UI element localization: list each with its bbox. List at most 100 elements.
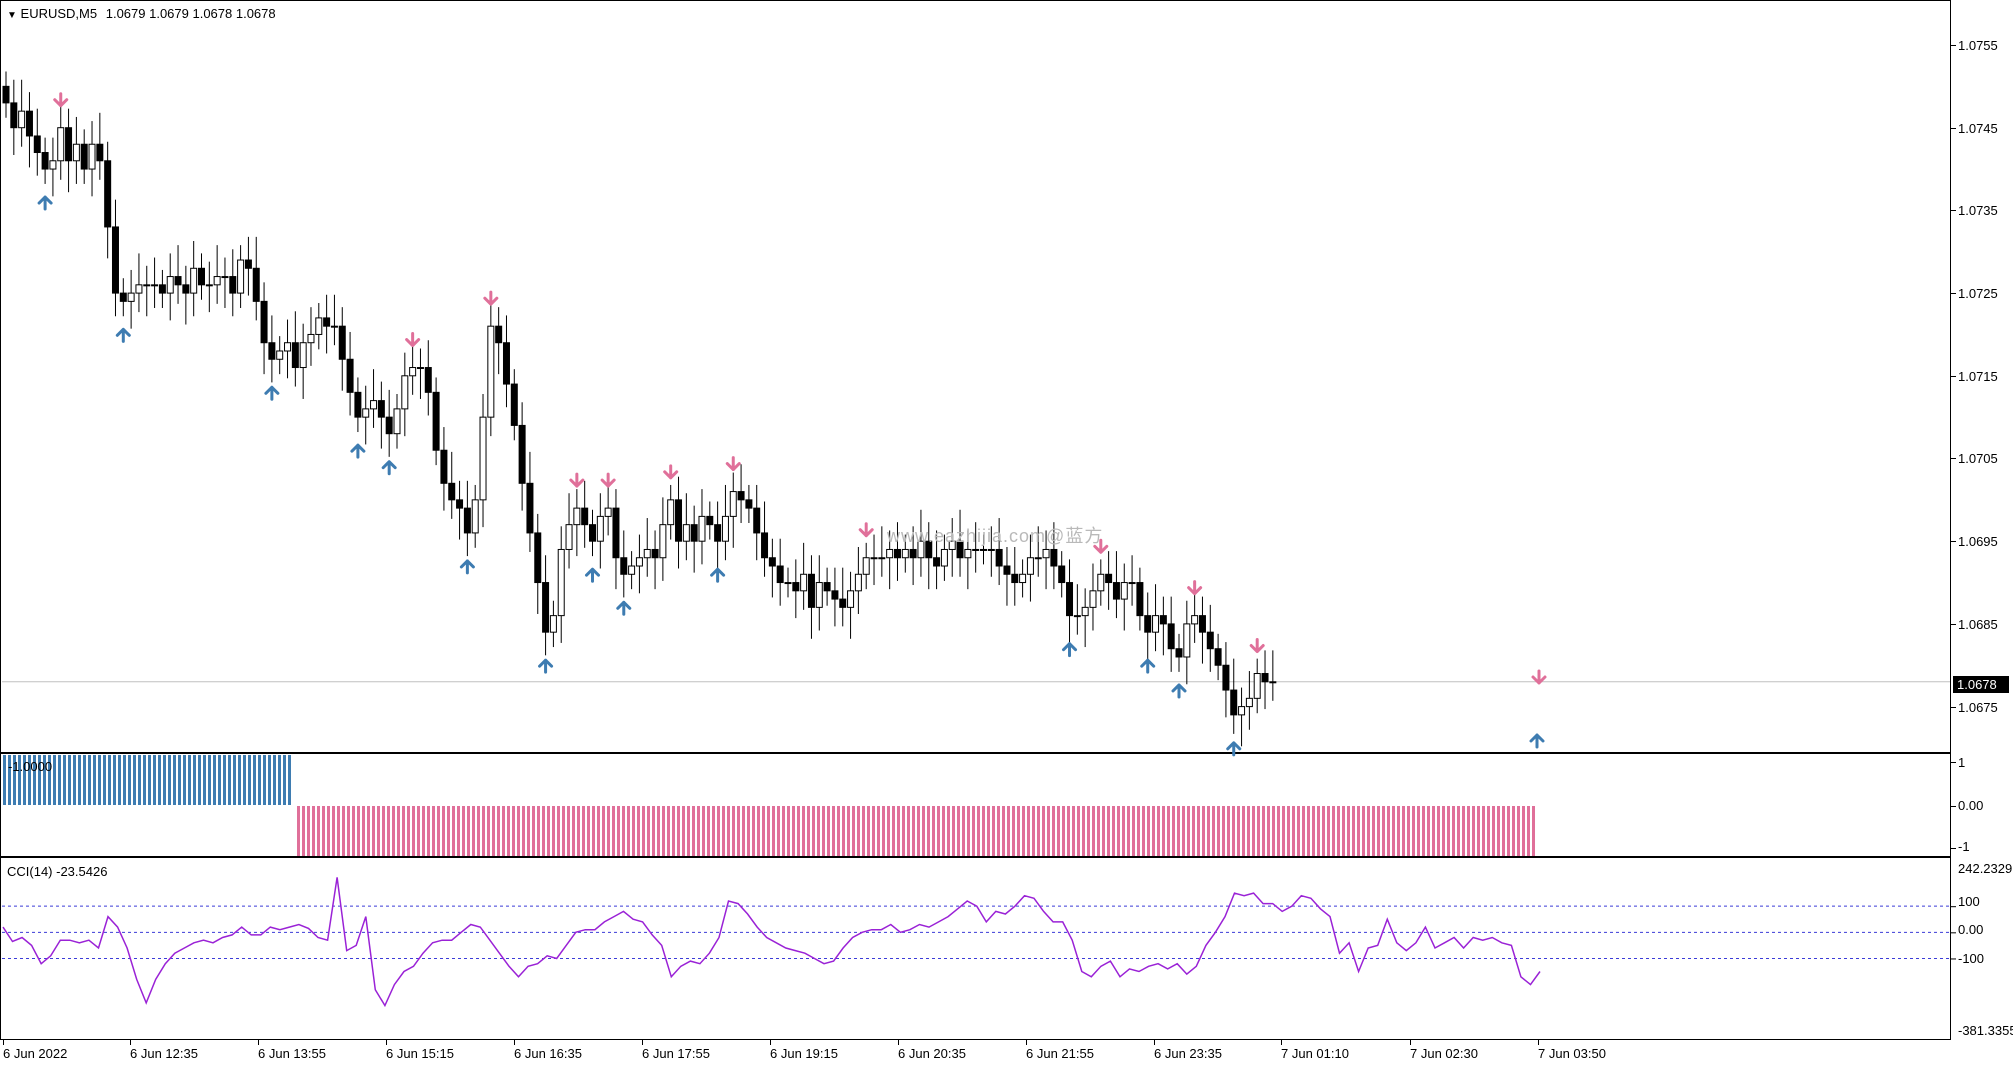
candle-body	[88, 143, 96, 170]
buy-arrow-icon	[350, 443, 366, 459]
candle-body	[1073, 615, 1081, 618]
signal-bar-down	[1527, 806, 1530, 856]
signal-bar-down	[747, 806, 750, 856]
signal-bar-down	[662, 806, 665, 856]
candle-body	[1245, 697, 1253, 708]
signal-bar-down	[812, 806, 815, 856]
candle-body	[346, 358, 354, 393]
price-label: 1.0745	[1958, 121, 1998, 136]
cci-axis-label: -100	[1958, 951, 1985, 966]
signal-indicator-pane[interactable]	[0, 753, 1951, 857]
signal-bar-down	[797, 806, 800, 856]
signal-bar-down	[547, 806, 550, 856]
sell-arrow-icon	[53, 92, 69, 108]
signal-bar-down	[617, 806, 620, 856]
candle-body	[385, 416, 393, 435]
signal-bar-up	[163, 755, 166, 805]
candle-body	[901, 548, 909, 559]
signal-bar-down	[337, 806, 340, 856]
signal-bar-down	[622, 806, 625, 856]
buy-arrow-icon	[264, 385, 280, 401]
cci-axis-label: 242.2329	[1958, 861, 2013, 876]
signal-bar-down	[732, 806, 735, 856]
signal-bar-down	[727, 806, 730, 856]
signal-bar-down	[1387, 806, 1390, 856]
signal-bar-down	[1177, 806, 1180, 856]
signal-bar-down	[862, 806, 865, 856]
time-axis-tick	[386, 1040, 387, 1045]
cci-indicator-pane[interactable]	[0, 857, 1951, 1040]
candle-body	[698, 515, 706, 542]
chart-menu-triangle-icon[interactable]: ▼	[7, 10, 17, 21]
signal-bar-down	[322, 806, 325, 856]
candle-body	[1269, 681, 1277, 684]
candle-body	[127, 292, 135, 302]
signal-bar-up	[108, 755, 111, 805]
signal-bar-down	[1252, 806, 1255, 856]
signal-bar-down	[1407, 806, 1410, 856]
candle-body	[995, 548, 1003, 567]
signal-bar-down	[427, 806, 430, 856]
candle-body	[1152, 615, 1160, 633]
signal-bar-down	[402, 806, 405, 856]
price-axis-tick	[1951, 541, 1956, 542]
signal-bar-down	[587, 806, 590, 856]
cci-scale	[1951, 857, 2013, 1040]
signal-bar-down	[1087, 806, 1090, 856]
candle-body	[847, 590, 855, 608]
buy-arrow-icon	[37, 195, 53, 211]
signal-bar-up	[158, 755, 161, 805]
signal-bar-down	[1262, 806, 1265, 856]
candle-body	[1238, 706, 1246, 716]
candle-body	[956, 540, 964, 559]
candle-body	[2, 85, 10, 104]
signal-bar-down	[1507, 806, 1510, 856]
signal-bar-up	[128, 755, 131, 805]
buy-arrow-icon	[1140, 658, 1156, 674]
candle-body	[596, 515, 604, 542]
signal-bar-down	[787, 806, 790, 856]
sell-arrow-icon	[569, 472, 585, 488]
candle-body	[667, 499, 675, 526]
signal-bar-down	[1157, 806, 1160, 856]
signal-bar-down	[447, 806, 450, 856]
signal-bar-up	[48, 755, 51, 805]
signal-bar-down	[1147, 806, 1150, 856]
candle-body	[792, 582, 800, 592]
signal-bar-down	[1282, 806, 1285, 856]
signal-bar-down	[707, 806, 710, 856]
candle-body	[416, 367, 424, 370]
sell-arrow-icon	[600, 472, 616, 488]
signal-bar-up	[83, 755, 86, 805]
candle-body	[972, 548, 980, 551]
candle-body	[581, 507, 589, 526]
signal-bar-down	[1187, 806, 1190, 856]
candle-body	[1253, 673, 1261, 699]
signal-bar-down	[792, 806, 795, 856]
candle-body	[839, 598, 847, 608]
signal-bar-down	[927, 806, 930, 856]
price-label: 1.0675	[1958, 700, 1998, 715]
signal-bar-down	[1082, 806, 1085, 856]
signal-bar-down	[1347, 806, 1350, 856]
signal-bar-down	[1057, 806, 1060, 856]
signal-bar-down	[1362, 806, 1365, 856]
signal-bar-up	[193, 755, 196, 805]
signal-bar-up	[278, 755, 281, 805]
buy-arrow-icon	[1171, 683, 1187, 699]
signal-bar-down	[1127, 806, 1130, 856]
signal-bar-down	[1532, 806, 1535, 856]
signal-bar-down	[1117, 806, 1120, 856]
candle-body	[424, 367, 432, 393]
candle-body	[471, 499, 479, 534]
price-axis-tick	[1951, 624, 1956, 625]
signal-bar-down	[897, 806, 900, 856]
symbol-header[interactable]: ▼ EURUSD,M5 1.0679 1.0679 1.0678 1.0678	[7, 6, 276, 23]
sell-arrow-icon	[1249, 638, 1265, 654]
signal-bar-down	[297, 806, 300, 856]
signal-bar-down	[1257, 806, 1260, 856]
price-chart-pane[interactable]	[0, 0, 1951, 753]
candle-body	[276, 350, 284, 360]
candle-body	[964, 548, 972, 559]
candle-body	[549, 615, 557, 633]
